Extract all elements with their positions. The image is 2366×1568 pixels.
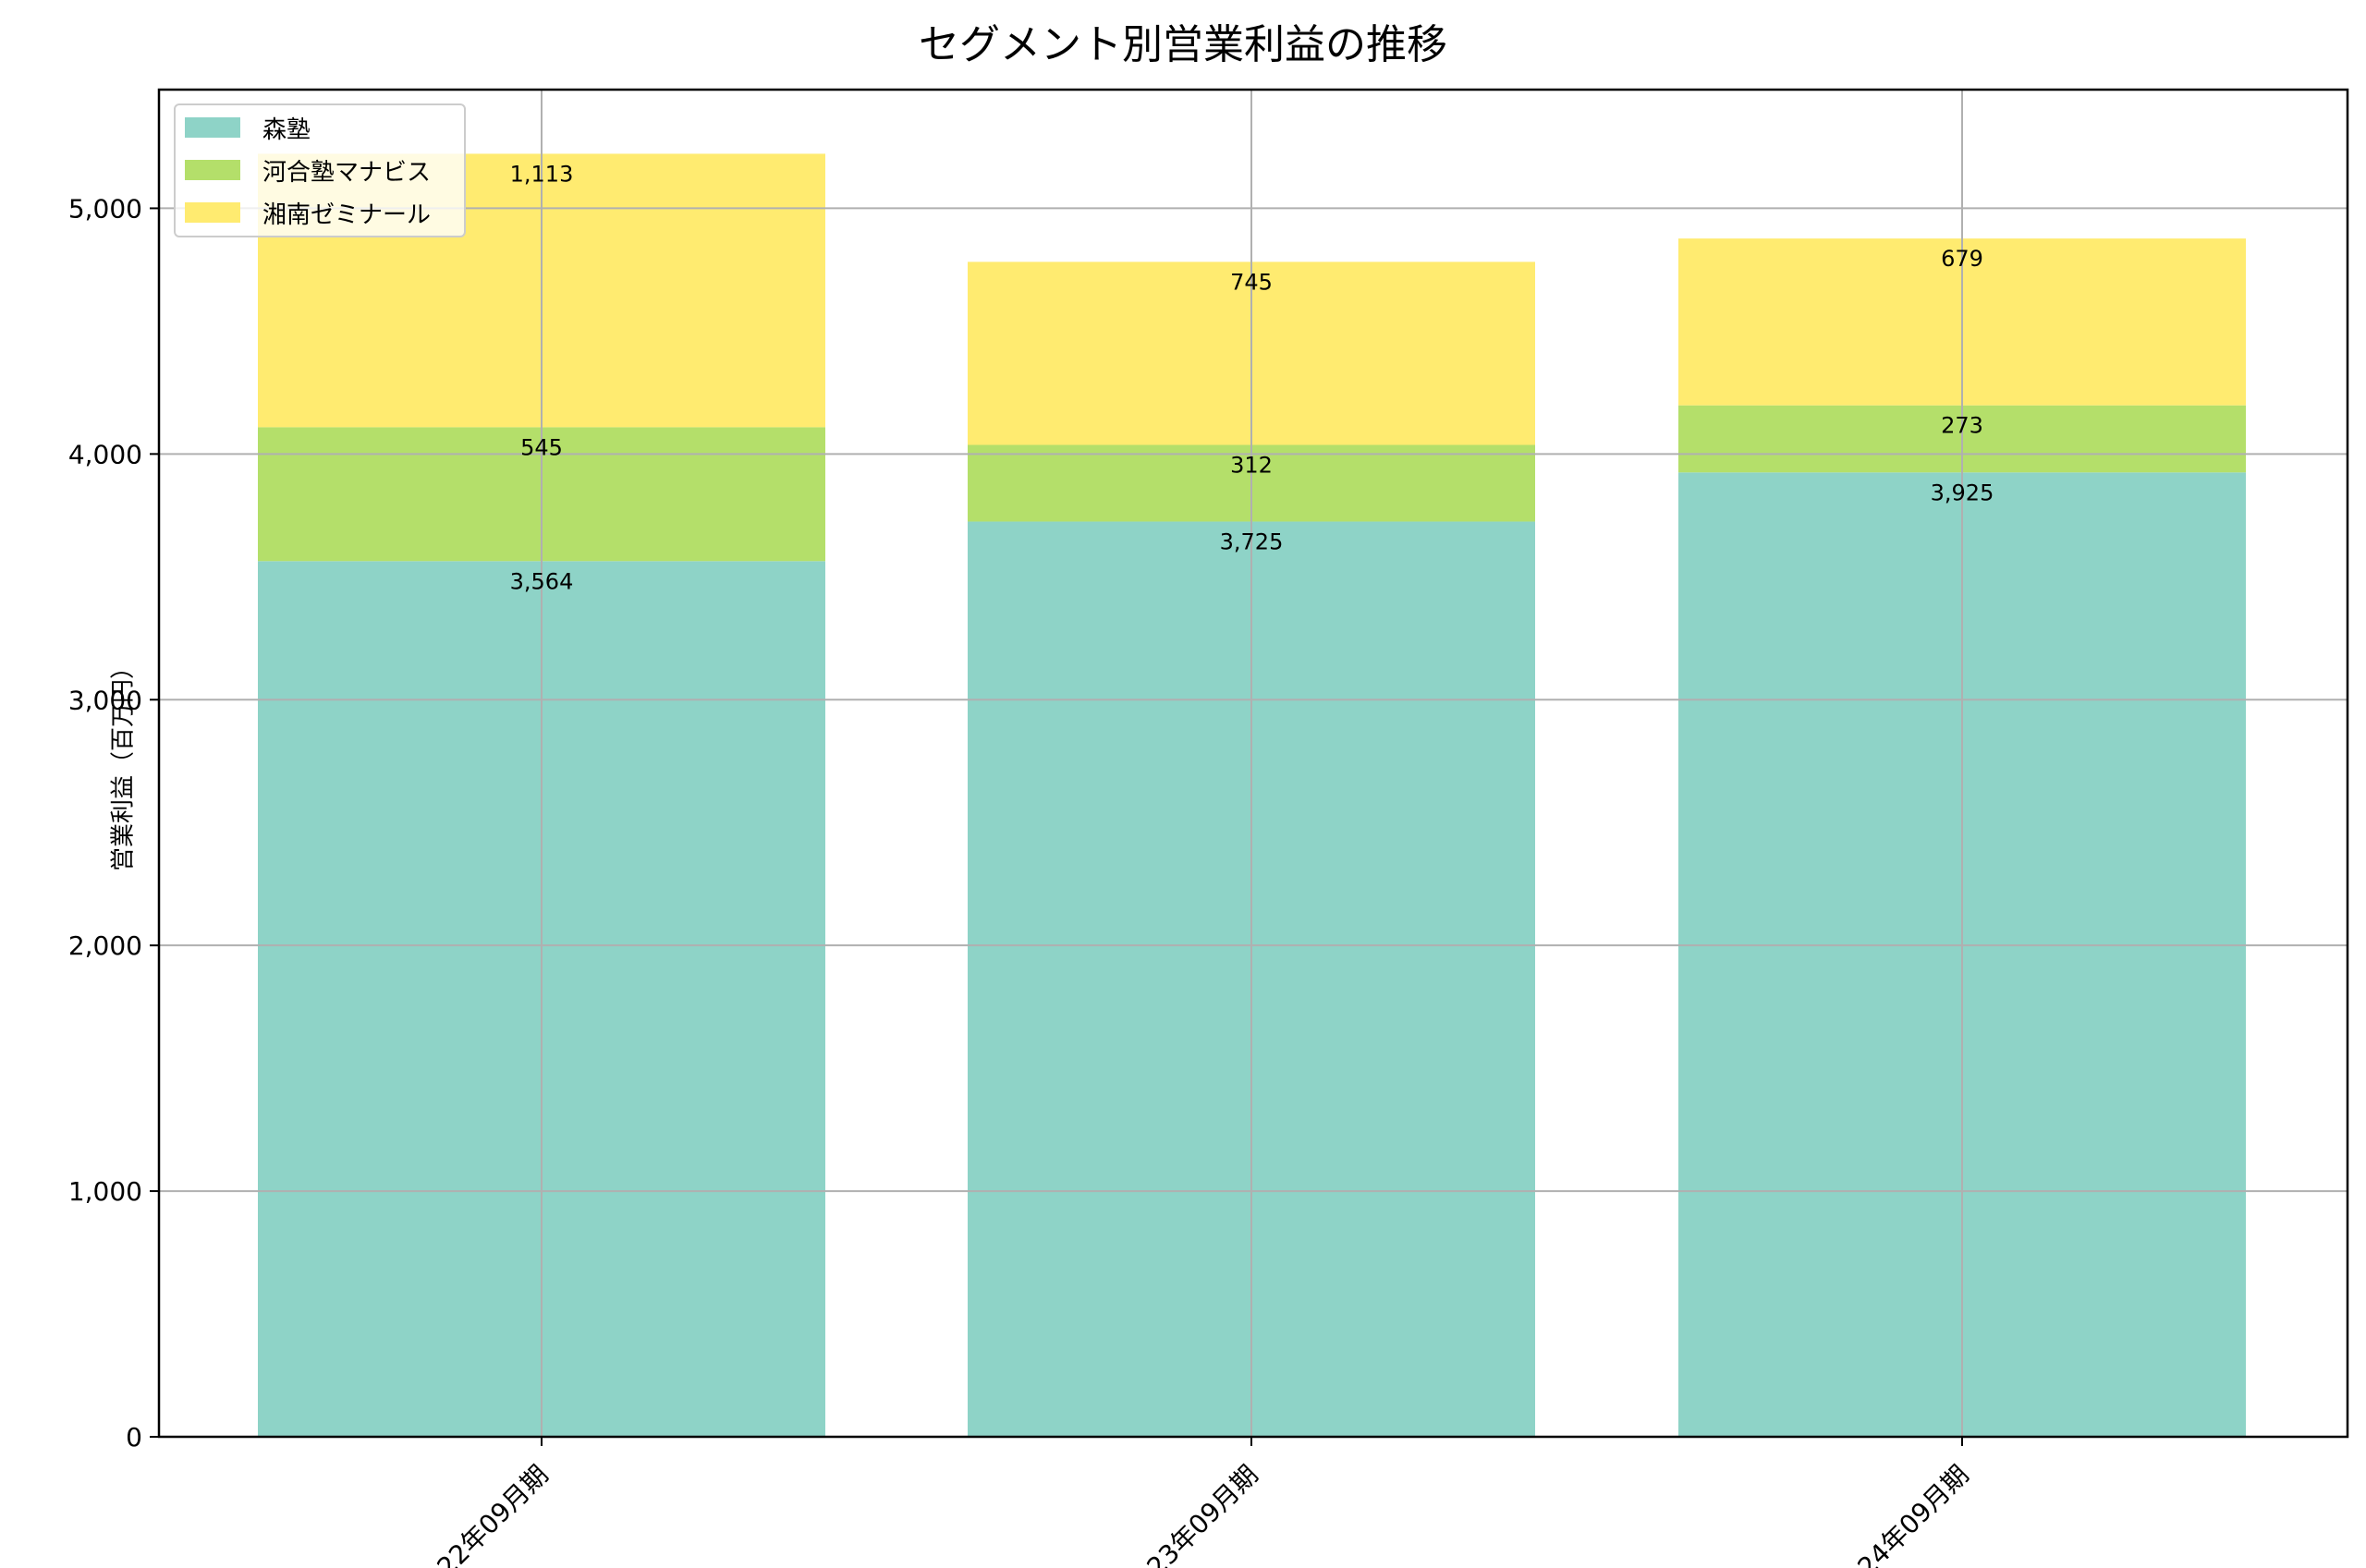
y-tick-label: 2,000 xyxy=(68,930,142,961)
value-label: 545 xyxy=(520,434,563,460)
value-label: 273 xyxy=(1941,413,1983,439)
legend-swatch xyxy=(185,202,240,223)
value-label: 679 xyxy=(1941,246,1983,272)
y-tick-label: 5,000 xyxy=(68,193,142,224)
legend: 森塾 河合塾マナビス 湘南ゼミナール xyxy=(174,103,466,237)
value-label: 3,564 xyxy=(510,568,574,594)
axes-frame xyxy=(157,88,2349,1439)
y-tick-label: 3,000 xyxy=(68,685,142,715)
legend-label: 森塾 xyxy=(262,115,311,144)
legend-item-shonan-seminar: 湘南ゼミナール xyxy=(185,194,431,231)
legend-swatch xyxy=(185,160,240,180)
value-label: 3,725 xyxy=(1220,529,1284,554)
value-label: 745 xyxy=(1230,269,1273,295)
value-label: 1,113 xyxy=(510,161,574,187)
legend-label: 河合塾マナビス xyxy=(262,158,432,187)
legend-label: 湘南ゼミナール xyxy=(262,201,432,229)
value-label: 312 xyxy=(1230,453,1273,479)
legend-item-morijuku: 森塾 xyxy=(185,109,311,146)
y-tick-label: 1,000 xyxy=(68,1176,142,1207)
y-tick-label: 0 xyxy=(126,1422,142,1453)
chart-title: セグメント別営業利益の推移 xyxy=(919,21,1447,68)
x-tick-label: 2023年09月期 xyxy=(1117,1459,1263,1568)
legend-item-kawaijuku-manavis: 河合塾マナビス xyxy=(185,152,431,188)
x-tick-label: 2024年09月期 xyxy=(1828,1459,1974,1568)
x-tick-label: 2022年09月期 xyxy=(408,1459,554,1568)
legend-swatch xyxy=(185,117,240,138)
y-tick-label: 4,000 xyxy=(68,439,142,469)
value-label: 3,925 xyxy=(1931,480,1994,505)
